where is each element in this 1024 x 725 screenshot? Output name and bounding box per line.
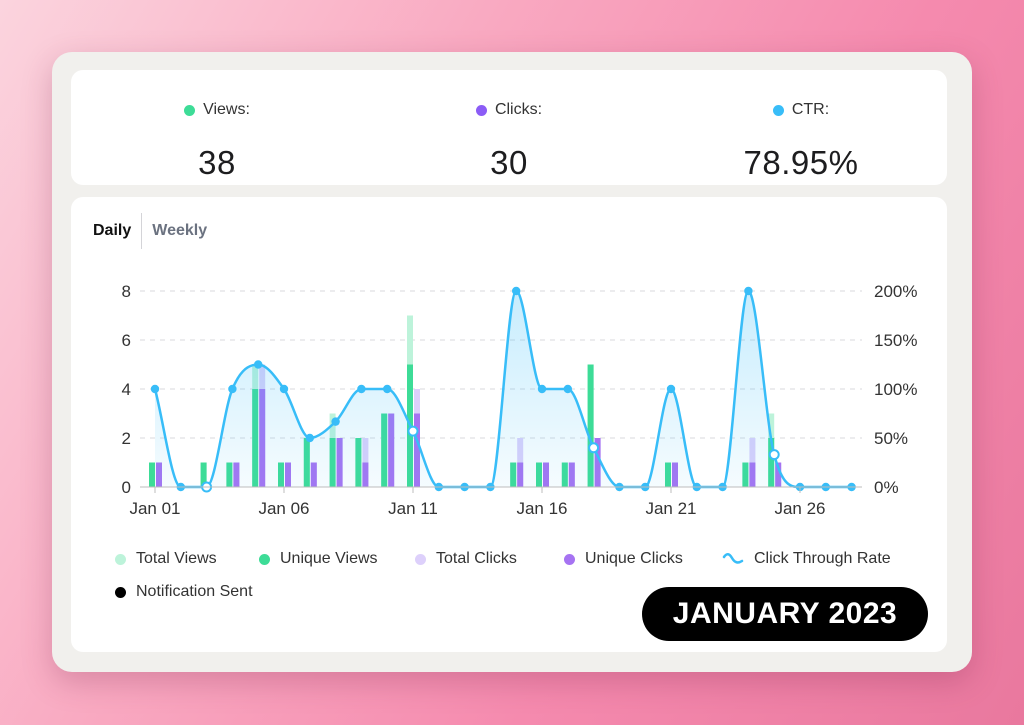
summary-panel: Views: 38 Clicks: 30 CTR: 78.95% <box>71 70 947 185</box>
y-tick-label: 0 <box>122 478 131 497</box>
y2-tick-label: 0% <box>874 478 899 497</box>
legend-total-views-dot <box>115 553 126 565</box>
bar-unique-views <box>149 462 155 487</box>
ctr-point <box>537 384 547 394</box>
y-tick-label: 8 <box>122 282 131 301</box>
ctr-point <box>563 384 572 394</box>
y2-tick-label: 50% <box>874 429 908 448</box>
x-tick-label: Jan 01 <box>129 499 180 518</box>
y-tick-label: 2 <box>122 429 131 448</box>
legend-ctr[interactable]: Click Through Rate <box>722 550 891 568</box>
legend-unique-views[interactable]: Unique Views <box>259 550 378 568</box>
wave-icon <box>722 553 744 564</box>
ctr-point <box>228 384 237 394</box>
x-tick-label: Jan 21 <box>645 499 696 518</box>
clicks-dot <box>475 104 487 116</box>
y2-tick-label: 200% <box>874 282 917 301</box>
ctr-point <box>331 417 340 426</box>
ctr-stat: CTR: 78.95% <box>655 70 947 185</box>
bar-unique-views <box>200 462 207 487</box>
legend-total-clicks-label: Total Clicks <box>436 550 517 567</box>
legend-unique-clicks[interactable]: Unique Clicks <box>564 550 683 568</box>
ctr-label: CTR: <box>791 101 830 118</box>
clicks-value: 30 <box>490 144 528 181</box>
legend-unique-views-dot <box>259 553 270 565</box>
legend-total-clicks-dot <box>415 553 426 565</box>
legend-total-views[interactable]: Total Views <box>115 550 217 568</box>
x-tick-label: Jan 11 <box>388 499 438 518</box>
y-tick-label: 6 <box>122 331 131 350</box>
y2-tick-label: 100% <box>874 380 917 399</box>
views-stat: Views: 38 <box>71 70 363 185</box>
views-dot <box>184 104 196 116</box>
tab-weekly[interactable]: Weekly <box>141 213 217 249</box>
ctr-point <box>744 286 753 296</box>
clicks-label: Clicks: <box>494 101 543 118</box>
legend-unique-clicks-label: Unique Clicks <box>585 550 683 567</box>
views-label: Views: <box>203 101 250 118</box>
ctr-dot <box>772 104 784 116</box>
views-value: 38 <box>198 144 236 181</box>
y2-tick-label: 150% <box>874 331 917 350</box>
legend-total-clicks[interactable]: Total Clicks <box>415 550 517 568</box>
y-tick-label: 4 <box>122 380 131 399</box>
legend-unique-clicks-dot <box>564 553 575 565</box>
ctr-point <box>666 384 676 394</box>
ctr-point <box>407 425 419 437</box>
ctr-point <box>279 384 289 394</box>
legend-notification-dot <box>115 586 126 598</box>
ctr-point <box>588 442 600 454</box>
legend-notification-sent[interactable]: Notification Sent <box>115 583 253 601</box>
legend-ctr-label: Click Through Rate <box>754 550 891 567</box>
period-tabs: Daily Weekly <box>93 213 217 249</box>
ctr-point <box>254 360 263 369</box>
ctr-point <box>150 384 160 394</box>
x-tick-label: Jan 26 <box>774 499 825 518</box>
x-tick-label: Jan 16 <box>516 499 567 518</box>
ctr-point <box>512 286 521 296</box>
legend-total-views-label: Total Views <box>136 550 217 567</box>
ctr-point <box>305 433 314 443</box>
tab-daily[interactable]: Daily <box>93 222 132 239</box>
clicks-stat: Clicks: 30 <box>363 70 655 185</box>
legend-unique-views-label: Unique Views <box>280 550 378 567</box>
ctr-point <box>768 449 780 461</box>
ctr-point <box>383 384 392 394</box>
ctr-point <box>357 384 366 394</box>
x-tick-label: Jan 06 <box>258 499 309 518</box>
dashboard-card: Views: 38 Clicks: 30 CTR: 78.95% Daily W… <box>52 52 972 672</box>
month-badge: JANUARY 2023 <box>642 587 928 641</box>
legend-notification-label: Notification Sent <box>136 583 253 600</box>
ctr-value: 78.95% <box>743 144 859 181</box>
bar-unique-views <box>587 364 594 487</box>
